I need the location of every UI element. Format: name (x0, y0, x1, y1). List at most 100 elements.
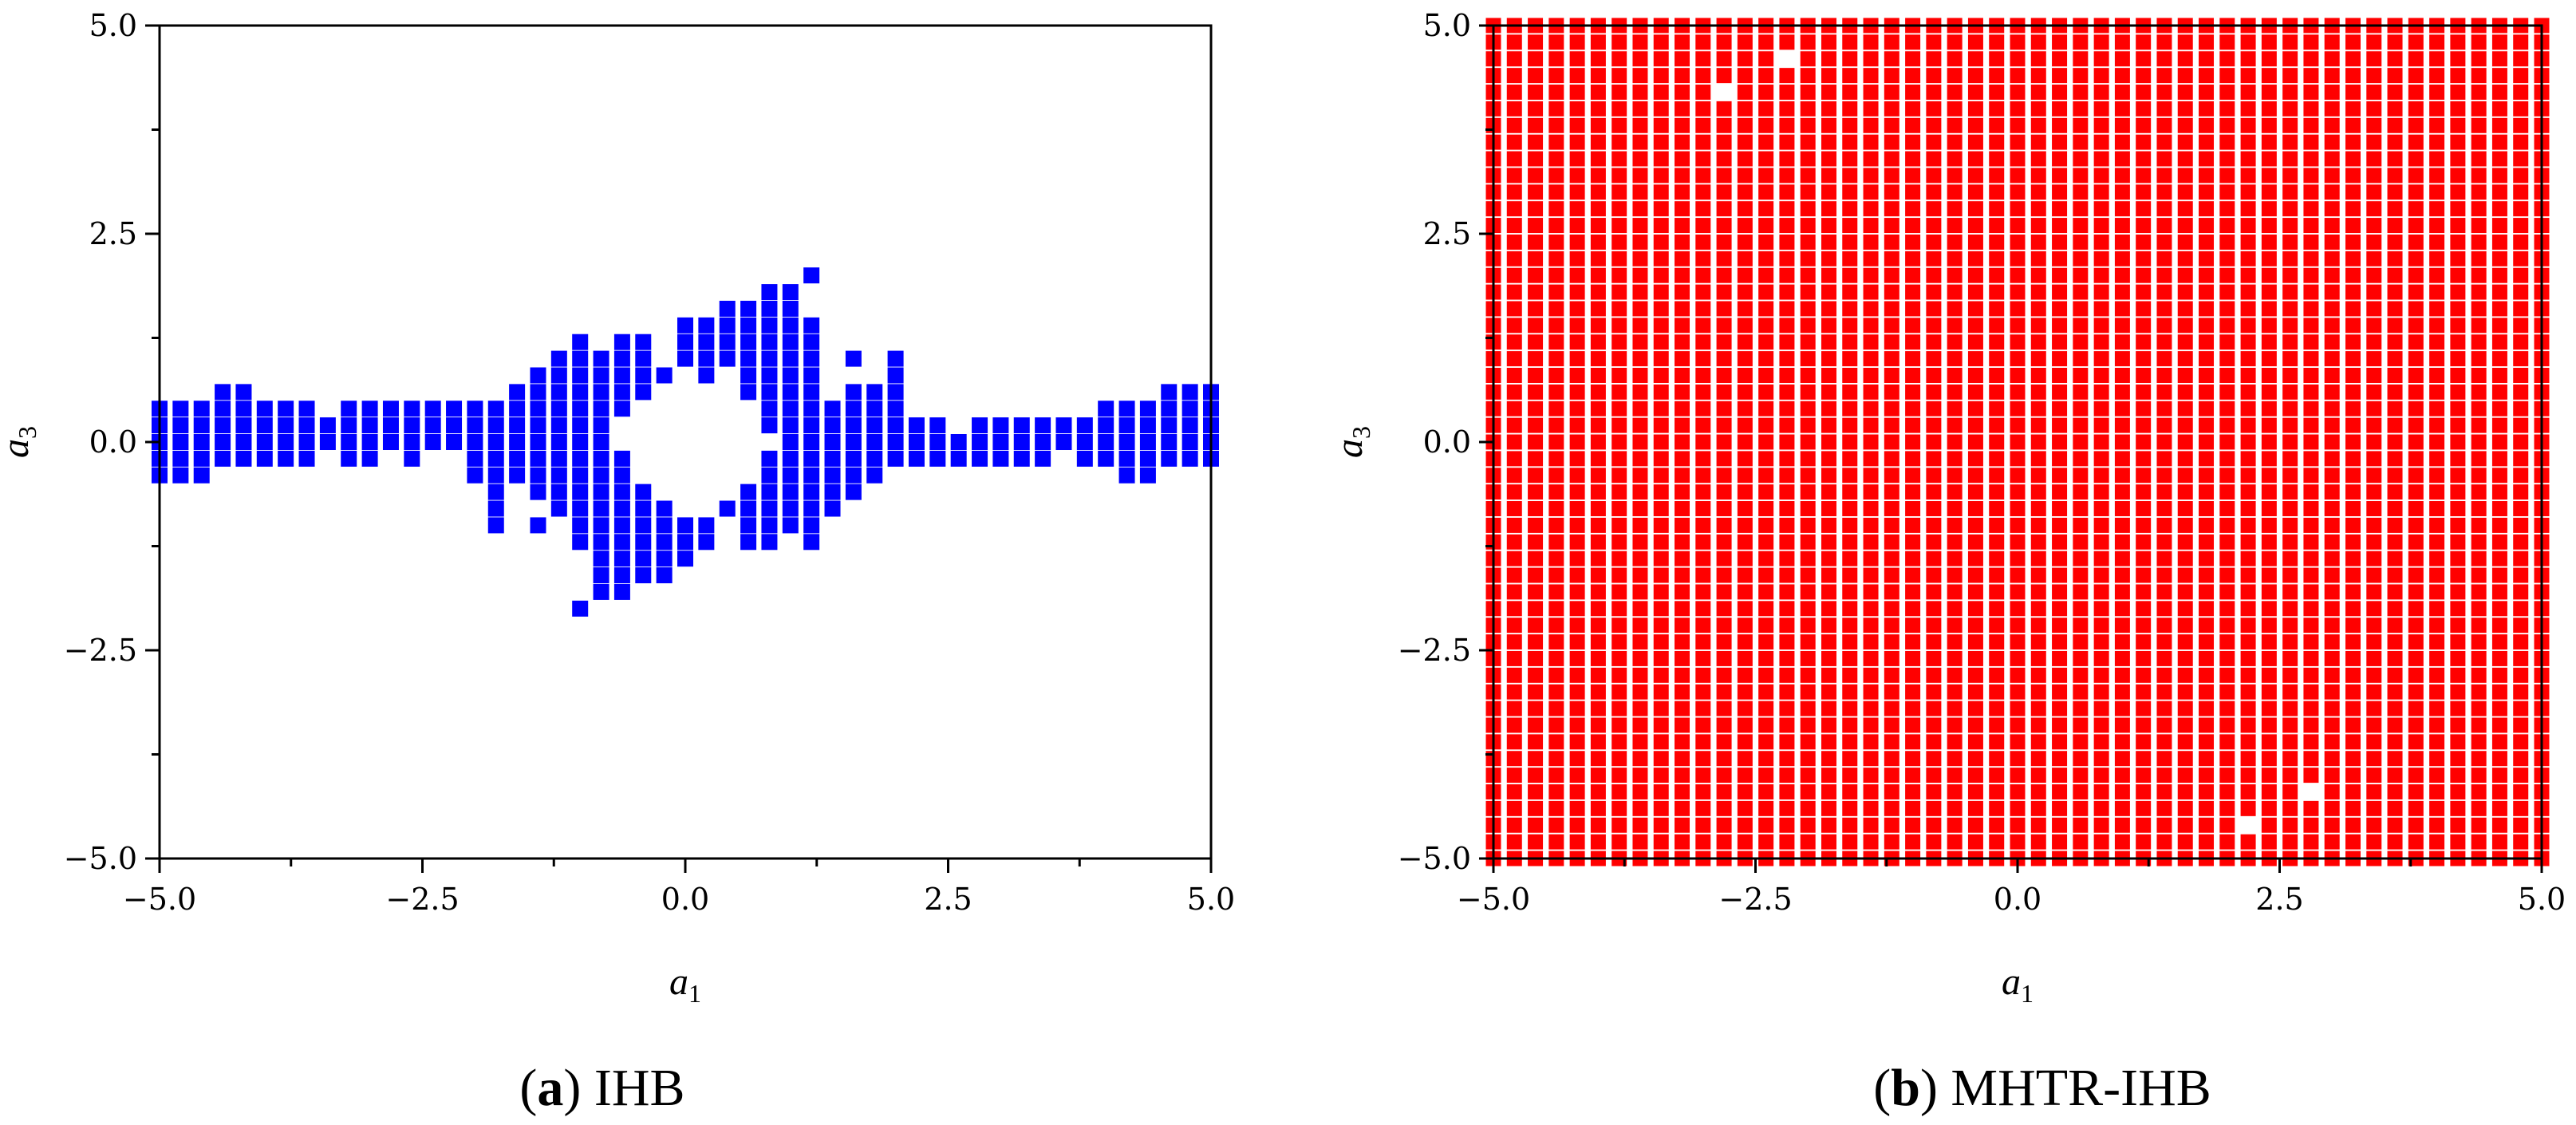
ihb-data-point (740, 350, 757, 367)
mhtr-ihb-data-point (2429, 800, 2445, 816)
mhtr-ihb-data-point (2177, 451, 2193, 467)
mhtr-ihb-data-point (2324, 701, 2340, 716)
mhtr-ihb-data-point (1842, 201, 1858, 217)
mhtr-ihb-data-point (2219, 384, 2235, 400)
mhtr-ihb-data-point (2156, 401, 2172, 416)
mhtr-ihb-data-point (2219, 701, 2235, 716)
mhtr-ihb-data-point (1758, 417, 1774, 433)
mhtr-ihb-data-point (2177, 267, 2193, 283)
mhtr-ihb-data-point (2491, 184, 2507, 200)
mhtr-ihb-data-point (1548, 584, 1564, 600)
mhtr-ihb-data-point (1758, 284, 1774, 300)
mhtr-ihb-data-point (1695, 351, 1711, 367)
mhtr-ihb-data-point (1947, 484, 1963, 500)
mhtr-ihb-data-point (1590, 701, 1606, 716)
mhtr-ihb-data-point (1779, 34, 1795, 50)
mhtr-ihb-data-point (1967, 117, 1983, 133)
mhtr-ihb-data-point (2240, 768, 2256, 784)
mhtr-ihb-data-point (2324, 434, 2340, 450)
mhtr-ihb-data-point (1528, 584, 1544, 600)
mhtr-ihb-data-point (1821, 267, 1836, 283)
mhtr-ihb-data-point (1967, 251, 1983, 266)
mhtr-ihb-data-point (2010, 434, 2026, 450)
mhtr-ihb-data-point (2010, 251, 2026, 266)
mhtr-ihb-data-point (1947, 768, 1963, 784)
ihb-data-point (1035, 417, 1051, 434)
mhtr-ihb-data-point (2471, 517, 2487, 533)
mhtr-ihb-data-point (1779, 401, 1795, 416)
mhtr-ihb-data-point (1632, 251, 1648, 266)
mhtr-ihb-data-point (1779, 85, 1795, 101)
mhtr-ihb-x-tick-label: 0.0 (1994, 882, 2041, 917)
mhtr-ihb-data-point (2219, 117, 2235, 133)
mhtr-ihb-data-point (1569, 650, 1585, 666)
mhtr-ihb-data-point (1653, 701, 1669, 716)
mhtr-ihb-data-point (1716, 667, 1732, 683)
mhtr-ihb-data-point (1653, 667, 1669, 683)
mhtr-ihb-data-point (2303, 417, 2319, 433)
mhtr-ihb-data-point (2429, 367, 2445, 383)
mhtr-ihb-data-point (2114, 318, 2130, 334)
mhtr-ihb-data-point (2073, 800, 2089, 816)
mhtr-ihb-data-point (1695, 151, 1711, 167)
mhtr-ihb-data-point (2261, 51, 2277, 67)
mhtr-ihb-data-point (1947, 517, 1963, 533)
ihb-data-point (635, 500, 652, 517)
mhtr-ihb-data-point (1905, 85, 1921, 101)
mhtr-ihb-data-point (1611, 234, 1627, 250)
ihb-data-point (278, 434, 294, 450)
ihb-data-point (719, 334, 736, 350)
mhtr-ihb-data-point (1989, 318, 2005, 334)
mhtr-ihb-data-point (1800, 284, 1816, 300)
mhtr-ihb-data-point (2093, 434, 2109, 450)
mhtr-ihb-data-point (2219, 284, 2235, 300)
mhtr-ihb-data-point (1737, 201, 1753, 217)
mhtr-ihb-data-point (1967, 417, 1983, 433)
mhtr-ihb-data-point (2219, 434, 2235, 450)
mhtr-ihb-data-point (1653, 134, 1669, 150)
mhtr-ihb-data-point (1653, 234, 1669, 250)
mhtr-ihb-data-point (1653, 117, 1669, 133)
mhtr-ihb-data-point (2324, 367, 2340, 383)
mhtr-ihb-data-point (1905, 367, 1921, 383)
mhtr-ihb-data-point (2073, 251, 2089, 266)
mhtr-ihb-data-point (2030, 251, 2046, 266)
ihb-data-point (677, 350, 693, 367)
mhtr-ihb-data-point (2345, 334, 2361, 350)
mhtr-ihb-data-point (1779, 534, 1795, 550)
ihb-data-point (341, 401, 357, 417)
mhtr-ihb-data-point (2491, 584, 2507, 600)
ihb-data-point (341, 450, 357, 467)
mhtr-ihb-data-point (1632, 401, 1648, 416)
mhtr-ihb-data-point (2219, 501, 2235, 517)
mhtr-ihb-data-point (1737, 434, 1753, 450)
mhtr-ihb-data-point (1905, 468, 1921, 484)
mhtr-ihb-data-point (2345, 318, 2361, 334)
mhtr-ihb-data-point (1779, 817, 1795, 833)
ihb-data-point (530, 517, 546, 534)
mhtr-ihb-data-point (1779, 784, 1795, 799)
mhtr-ihb-data-point (2387, 334, 2403, 350)
mhtr-ihb-data-point (1947, 184, 1963, 200)
ihb-data-point (550, 384, 567, 401)
mhtr-ihb-data-point (2156, 284, 2172, 300)
ihb-data-point (613, 450, 630, 467)
mhtr-ihb-data-point (2491, 551, 2507, 566)
mhtr-ihb-data-point (2491, 517, 2507, 533)
ihb-data-point (1181, 434, 1198, 450)
mhtr-ihb-data-point (1967, 734, 1983, 750)
mhtr-ihb-data-point (2052, 168, 2068, 184)
mhtr-ihb-data-point (1653, 751, 1669, 767)
mhtr-ihb-data-point (1632, 85, 1648, 101)
mhtr-ihb-data-point (2030, 667, 2046, 683)
ihb-data-point (613, 583, 630, 600)
mhtr-ihb-data-point (2491, 201, 2507, 217)
mhtr-ihb-data-point (1967, 351, 1983, 367)
mhtr-ihb-data-point (2093, 351, 2109, 367)
mhtr-ihb-data-point (1590, 618, 1606, 634)
mhtr-ihb-data-point (2199, 551, 2215, 566)
mhtr-ihb-data-point (2030, 51, 2046, 67)
mhtr-ihb-data-point (2513, 534, 2529, 550)
mhtr-ihb-data-point (2114, 168, 2130, 184)
mhtr-ihb-data-point (1737, 334, 1753, 350)
